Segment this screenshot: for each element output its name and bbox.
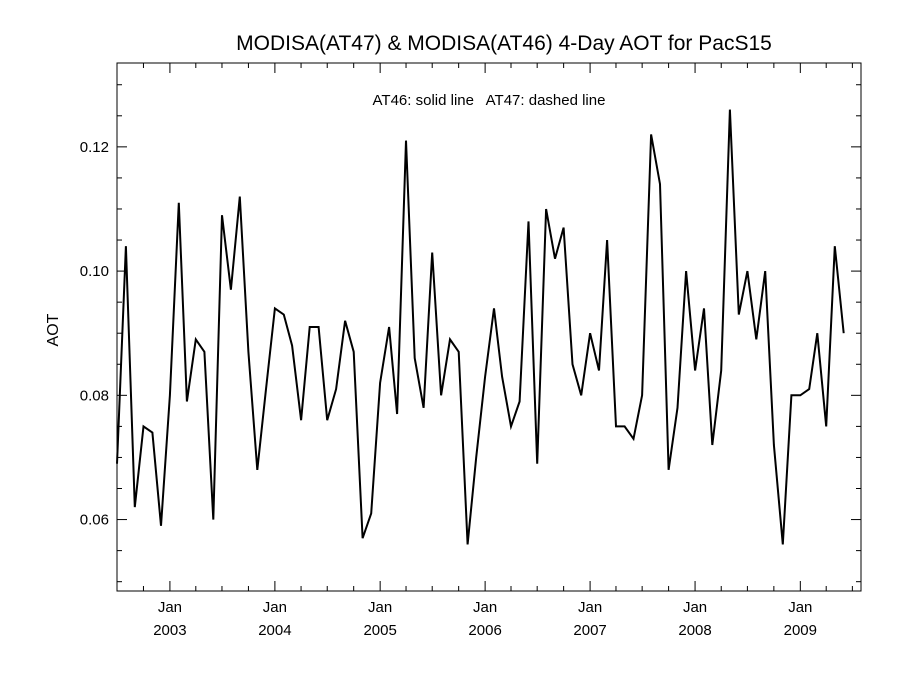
x-tick-label-month: Jan — [158, 599, 182, 616]
x-tick-label-year: 2003 — [153, 622, 186, 639]
tick-labels: 0.06 0.08 0.10 0.12 Jan 2003 Jan 2004 Jan 2005 Jan… — [80, 139, 817, 639]
y-tick-label: 0.12 — [80, 139, 109, 156]
x-tick-label-month: Jan — [683, 599, 707, 616]
y-axis-label: AOT — [45, 313, 62, 346]
x-tick-label-month: Jan — [473, 599, 497, 616]
series-group — [116, 109, 845, 545]
x-tick-label-year: 2007 — [573, 622, 606, 639]
x-tick-label-month: Jan — [368, 599, 392, 616]
chart-title: MODISA(AT47) & MODISA(AT46) 4-Day AOT fo… — [236, 32, 772, 55]
series-line-solid — [116, 109, 845, 545]
x-tick-label-month: Jan — [578, 599, 602, 616]
x-tick-label-year: 2005 — [363, 622, 396, 639]
y-tick-label: 0.06 — [80, 512, 109, 529]
x-tick-label-month: Jan — [788, 599, 812, 616]
x-tick-label-month: Jan — [263, 599, 287, 616]
axes-frame — [116, 62, 862, 592]
plot-frame — [116, 62, 862, 592]
line-style-annotation: AT46: solid line AT47: dashed line — [373, 92, 606, 109]
x-tick-label-year: 2009 — [784, 622, 817, 639]
x-tick-label-year: 2006 — [468, 622, 501, 639]
x-tick-label-year: 2004 — [258, 622, 291, 639]
y-tick-label: 0.10 — [80, 263, 109, 280]
axis-ticks — [116, 63, 861, 591]
x-tick-label-year: 2008 — [678, 622, 711, 639]
y-tick-label: 0.08 — [80, 387, 109, 404]
